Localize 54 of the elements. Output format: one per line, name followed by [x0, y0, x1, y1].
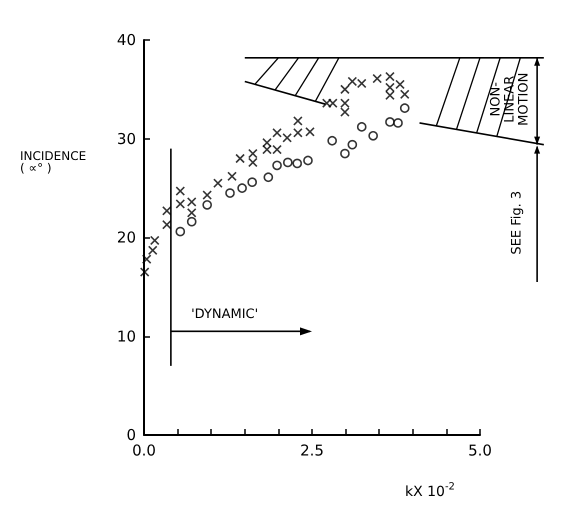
y-tick-label: 30: [116, 130, 136, 148]
point: [372, 74, 382, 84]
point: [247, 177, 257, 187]
point: [393, 118, 403, 128]
y-tick-label: 40: [116, 31, 136, 49]
point: [322, 98, 332, 108]
point: [348, 140, 358, 150]
point: [400, 90, 410, 100]
point: [293, 116, 303, 126]
point: [368, 130, 378, 141]
point: [272, 128, 282, 138]
point: [400, 103, 410, 113]
point: [186, 216, 197, 226]
point: [225, 188, 235, 198]
point: [264, 172, 274, 182]
point: [305, 127, 315, 137]
point: [385, 117, 395, 127]
point: [175, 199, 186, 209]
x-tick-label: 0.0: [132, 442, 156, 460]
point: [395, 80, 405, 90]
point: [348, 76, 358, 86]
point: [140, 267, 150, 277]
point: [175, 186, 186, 196]
point: [162, 206, 172, 216]
y-axis-title: INCIDENCE ( ∝° ): [20, 149, 86, 175]
y-tick-label: 20: [116, 228, 136, 246]
text: SEE Fig. 3: [509, 190, 524, 255]
point: [175, 226, 186, 236]
annotation: 'DYNAMIC': [191, 307, 258, 322]
point: [272, 144, 282, 154]
point: [235, 154, 245, 164]
x-tick-label: 2.5: [300, 442, 324, 460]
point: [213, 178, 223, 188]
point: [272, 160, 282, 170]
point: [202, 190, 212, 200]
point: [356, 78, 367, 88]
point: [227, 171, 237, 182]
point: [202, 200, 212, 210]
point: [327, 136, 337, 146]
y-tick-label: 0: [126, 426, 136, 444]
point: [162, 220, 172, 230]
point: [328, 98, 338, 108]
point: [283, 158, 293, 168]
point: [282, 132, 292, 143]
point: [292, 158, 302, 168]
x-tick-label: 5.0: [468, 442, 492, 460]
point: [303, 156, 313, 166]
point: [340, 84, 350, 94]
point: [293, 128, 303, 138]
point: [142, 254, 152, 264]
point: [340, 148, 350, 158]
y-tick-label: 10: [116, 327, 136, 346]
point: [356, 122, 367, 132]
point: [237, 183, 247, 193]
